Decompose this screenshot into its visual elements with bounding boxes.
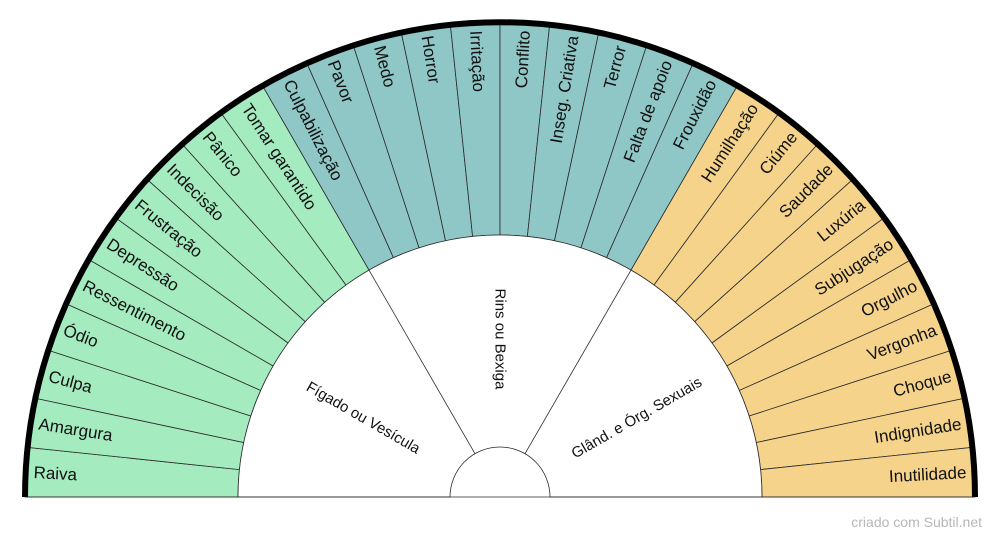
sectors (24, 21, 976, 498)
segment-label: Conflito (512, 30, 534, 89)
credit: criado com Subtil.net (851, 514, 982, 530)
segment-label: Irritação (466, 30, 488, 92)
group-divider (524, 269, 632, 454)
group-label: Rins ou Bexiga (492, 289, 509, 391)
segment-label: Inutilidade (888, 463, 966, 486)
outer-rim (22, 19, 978, 498)
group-divider (368, 269, 476, 454)
segment-label: Raiva (33, 463, 78, 484)
divider-lines (25, 269, 975, 498)
inner-area (237, 234, 763, 498)
